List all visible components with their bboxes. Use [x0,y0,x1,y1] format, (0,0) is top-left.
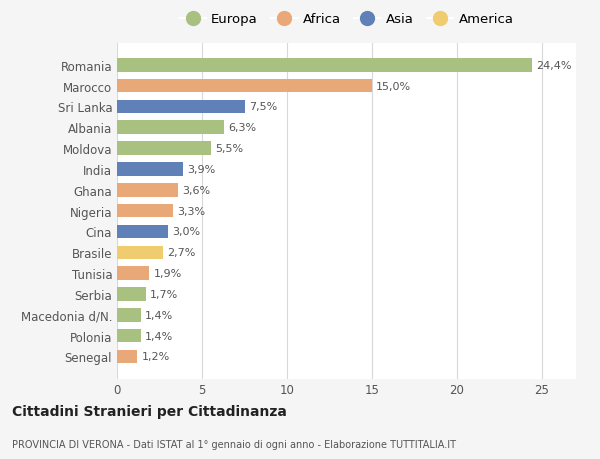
Bar [117,204,173,218]
Text: 1,7%: 1,7% [150,289,178,299]
Text: 6,3%: 6,3% [229,123,256,133]
Text: 24,4%: 24,4% [536,61,572,71]
Text: 2,7%: 2,7% [167,248,196,257]
Bar [117,184,178,197]
Bar [117,225,168,239]
Text: 1,4%: 1,4% [145,310,173,320]
Text: PROVINCIA DI VERONA - Dati ISTAT al 1° gennaio di ogni anno - Elaborazione TUTTI: PROVINCIA DI VERONA - Dati ISTAT al 1° g… [12,440,456,449]
Bar [117,246,163,259]
Text: 3,3%: 3,3% [178,206,205,216]
Text: 1,2%: 1,2% [142,352,170,362]
Bar [117,59,532,73]
Text: 1,4%: 1,4% [145,331,173,341]
Text: 3,0%: 3,0% [172,227,200,237]
Bar [117,287,146,301]
Text: 1,9%: 1,9% [154,269,182,279]
Legend: Europa, Africa, Asia, America: Europa, Africa, Asia, America [179,13,514,26]
Bar [117,121,224,135]
Text: 5,5%: 5,5% [215,144,243,154]
Text: Cittadini Stranieri per Cittadinanza: Cittadini Stranieri per Cittadinanza [12,404,287,419]
Bar [117,79,372,93]
Bar [117,308,141,322]
Text: 3,6%: 3,6% [182,185,211,196]
Text: 15,0%: 15,0% [376,81,412,91]
Bar [117,163,184,176]
Bar [117,329,141,343]
Bar [117,267,149,280]
Text: 3,9%: 3,9% [188,165,216,174]
Bar [117,101,245,114]
Bar [117,142,211,156]
Text: 7,5%: 7,5% [249,102,277,112]
Bar [117,350,137,364]
